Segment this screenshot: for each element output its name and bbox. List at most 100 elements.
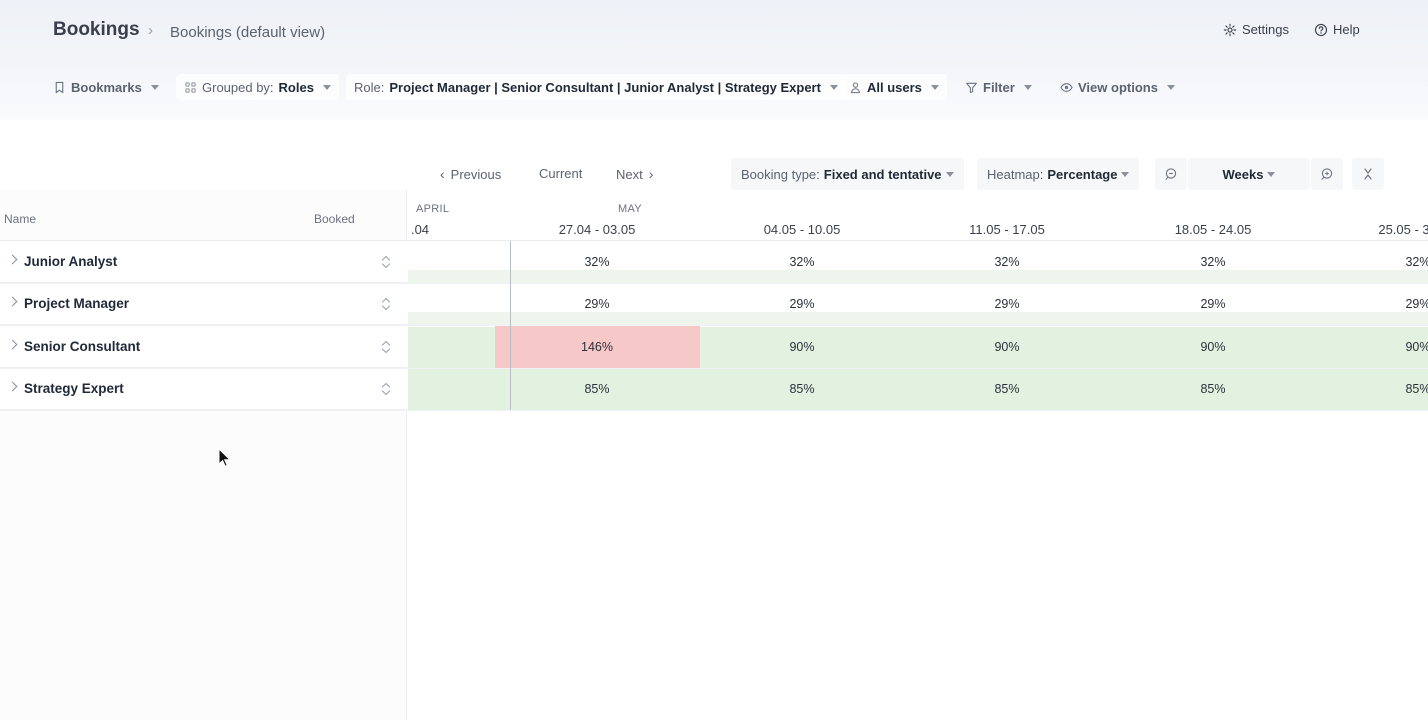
heatmap-cell[interactable]: 90% [789, 340, 815, 354]
heatmap-cell[interactable]: 29% [1200, 297, 1226, 311]
role-name: Senior Consultant [24, 339, 141, 354]
eye-icon [1060, 82, 1073, 92]
chevron-right-icon[interactable] [7, 254, 18, 265]
heatmap-cell[interactable]: 29% [789, 297, 815, 311]
role-filter-dropdown[interactable]: Role: Project Manager | Senior Consultan… [346, 74, 846, 100]
role-row-project-manager[interactable]: Project Manager [0, 283, 407, 325]
heatmap-cell[interactable]: 32% [994, 255, 1020, 269]
heatmap-cell[interactable]: 32% [1200, 255, 1226, 269]
heatmap-cell[interactable]: 90% [1405, 340, 1428, 354]
chevron-down-icon [829, 84, 838, 90]
breadcrumb-separator: › [148, 22, 153, 39]
breadcrumb-view[interactable]: Bookings (default view) [170, 24, 326, 41]
heatmap-cell[interactable]: 85% [1405, 382, 1428, 396]
row-divider [0, 283, 1428, 284]
chevron-right-icon[interactable] [7, 339, 18, 350]
collapse-icon [1364, 168, 1372, 180]
heatmap-cell[interactable]: 146% [494, 326, 700, 368]
heatmap-dropdown[interactable]: Heatmap: Percentage [977, 158, 1140, 190]
scale-dropdown[interactable]: Weeks [1188, 158, 1310, 190]
heatmap-cell[interactable]: 29% [1405, 297, 1428, 311]
heatmap-cell[interactable]: 29% [994, 297, 1020, 311]
month-label-may: MAY [618, 203, 642, 215]
bookmark-icon [55, 81, 64, 93]
heatmap-cell[interactable]: 32% [1405, 255, 1428, 269]
filter-dropdown[interactable]: Filter [965, 76, 1032, 98]
scale-value: Weeks [1222, 166, 1264, 182]
role-name: Strategy Expert [24, 381, 124, 396]
heatmap-cell[interactable]: 32% [584, 255, 610, 269]
row-divider [0, 410, 1428, 411]
page-header: Bookings › Bookings (default view) Setti… [0, 0, 1428, 120]
current-button[interactable]: Current [539, 166, 582, 181]
role-prefix: Role: [354, 79, 385, 95]
booking-type-value: Fixed and tentative [823, 166, 942, 182]
previous-label: Previous [450, 166, 502, 182]
sort-icon[interactable] [381, 296, 391, 312]
role-value: Project Manager | Senior Consultant | Ju… [389, 79, 821, 95]
zoom-out-icon [1165, 168, 1177, 180]
chevron-down-icon [945, 171, 954, 177]
booking-type-dropdown[interactable]: Booking type: Fixed and tentative [731, 158, 964, 190]
filter-label: Filter [983, 79, 1015, 95]
heatmap-cell[interactable]: 85% [584, 382, 610, 396]
grouped-by-dropdown[interactable]: Grouped by: Roles [176, 74, 339, 100]
user-icon [851, 82, 860, 93]
heatmap-cell[interactable]: 85% [994, 382, 1020, 396]
chevron-down-icon [930, 84, 939, 90]
chevron-left-icon: ‹ [440, 166, 445, 182]
row-divider [0, 325, 1428, 326]
chevron-down-icon [1121, 171, 1130, 177]
sort-icon[interactable] [381, 381, 391, 397]
heatmap-cell[interactable]: 90% [1200, 340, 1226, 354]
next-label: Next [616, 166, 643, 182]
sort-icon[interactable] [381, 254, 391, 270]
today-marker [510, 241, 511, 410]
role-name: Junior Analyst [24, 254, 118, 269]
sort-icon[interactable] [381, 339, 391, 355]
chevron-right-icon[interactable] [7, 381, 18, 392]
bookmarks-dropdown[interactable]: Bookmarks [53, 76, 159, 98]
role-row-senior-consultant[interactable]: Senior Consultant [0, 326, 407, 368]
heat-bar [408, 369, 1428, 410]
week-label: .04 [410, 222, 430, 237]
heatmap-cell[interactable]: 90% [994, 340, 1020, 354]
row-divider [0, 368, 1428, 369]
heatmap-cell[interactable]: 85% [1200, 382, 1226, 396]
grouped-by-value: Roles [278, 79, 314, 95]
users-dropdown[interactable]: All users [841, 74, 947, 100]
zoom-out-button[interactable] [1155, 158, 1187, 190]
role-row-strategy-expert[interactable]: Strategy Expert [0, 368, 407, 410]
month-label-april: APRIL [416, 203, 450, 215]
gear-icon [1223, 23, 1237, 36]
chevron-down-icon [1023, 84, 1032, 90]
help-label: Help [1333, 22, 1360, 37]
heatmap-cell[interactable]: 85% [789, 382, 815, 396]
users-label: All users [867, 79, 922, 95]
heat-bar [408, 270, 1428, 283]
help-link[interactable]: Help [1314, 22, 1360, 37]
view-options-dropdown[interactable]: View options [1060, 76, 1175, 98]
heatmap-cell[interactable]: 29% [584, 297, 610, 311]
week-label: 04.05 - 10.05 [763, 222, 841, 237]
settings-link[interactable]: Settings [1223, 22, 1289, 37]
heatmap-cell[interactable]: 32% [789, 255, 815, 269]
collapse-button[interactable] [1352, 158, 1384, 190]
week-label: 11.05 - 17.05 [969, 222, 1045, 237]
next-button[interactable]: Next › [616, 166, 653, 182]
chevron-down-icon [322, 84, 331, 90]
name-column-header[interactable]: Name [4, 212, 37, 226]
booked-column-header[interactable]: Booked [314, 212, 355, 226]
mouse-cursor-icon [218, 448, 230, 467]
chevron-down-icon [1267, 171, 1276, 177]
week-label: 18.05 - 24.05 [1174, 222, 1252, 237]
zoom-in-button[interactable] [1311, 158, 1343, 190]
chevron-right-icon[interactable] [7, 296, 18, 307]
heatmap-value: Percentage [1047, 166, 1118, 182]
zoom-in-icon [1321, 168, 1333, 180]
week-label: 27.04 - 03.05 [558, 222, 636, 237]
filter-icon [966, 82, 977, 93]
previous-button[interactable]: ‹ Previous [440, 166, 501, 182]
role-row-junior-analyst[interactable]: Junior Analyst [0, 241, 407, 283]
heatmap-prefix: Heatmap: [987, 166, 1044, 182]
